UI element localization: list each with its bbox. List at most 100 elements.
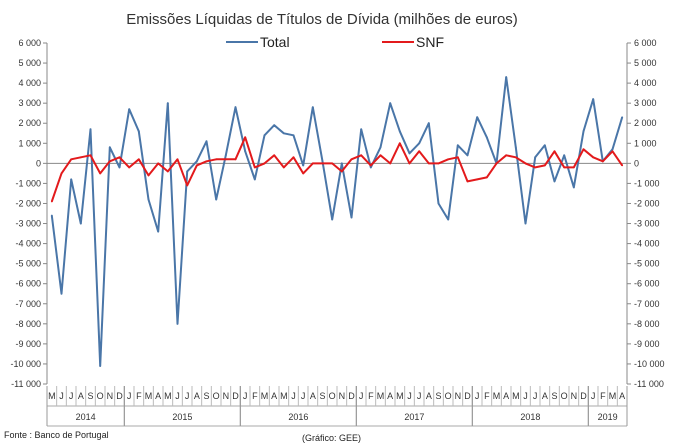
y-tick-label-right: -2 000 [634,198,660,208]
data-point-snf [601,160,604,163]
data-point-total [592,98,595,101]
data-point-snf [147,174,150,177]
data-point-total [534,156,537,159]
data-point-snf [108,160,111,163]
x-year-label: 2017 [404,412,424,422]
data-point-total [263,134,266,137]
data-point-total [466,154,469,157]
data-point-snf [205,160,208,163]
x-tick-label: A [310,391,316,401]
x-tick-label: M [512,391,520,401]
y-axis-right: 6 000 5 000 4 000 3 000 2 000 1 000 0 -1 000 -2 … [626,38,665,389]
y-tick-label-left: 2 000 [18,118,41,128]
data-point-total [418,142,421,145]
data-point-snf [186,184,189,187]
data-point-snf [389,162,392,165]
data-point-total [350,216,353,219]
data-point-total [60,292,63,295]
x-tick-label: A [426,391,432,401]
data-point-total [147,198,150,201]
y-tick-label-right: 1 000 [634,138,657,148]
data-point-total [340,162,343,165]
x-tick-label: M [48,391,56,401]
x-tick-label: A [194,391,200,401]
y-tick-label-left: 5 000 [18,58,41,68]
data-point-snf [543,164,546,167]
data-point-total [360,128,363,131]
x-tick-label: O [329,391,336,401]
data-point-snf [99,172,102,175]
data-point-snf [592,156,595,159]
data-point-total [621,116,624,119]
y-tick-label-right: 2 000 [634,118,657,128]
series-line-total [50,76,624,367]
x-tick-label: F [368,391,374,401]
y-tick-label-left: -7 000 [15,299,41,309]
data-point-snf [79,156,82,159]
legend-snf-label: SNF [416,34,444,50]
y-tick-label-right: -7 000 [634,299,660,309]
data-point-snf [253,166,256,169]
x-tick-label: O [561,391,568,401]
x-tick-label: A [619,391,625,401]
data-point-total [514,146,517,149]
data-point-snf [505,154,508,157]
x-tick-label: M [609,391,617,401]
data-point-total [205,140,208,143]
x-tick-label: M [261,391,269,401]
x-tick-label: D [116,391,123,401]
data-point-snf [331,162,334,165]
data-point-total [321,160,324,163]
data-point-snf [369,164,372,167]
x-tick-label: J [591,391,596,401]
data-point-snf [224,158,227,161]
x-tick-label: S [203,391,209,401]
y-tick-label-right: 4 000 [634,78,657,88]
x-year-label: 2014 [76,412,96,422]
x-tick-label: J [69,391,74,401]
legend-total-label: Total [260,34,290,50]
chart-credit: (Gráfico: GEE) [302,433,362,443]
x-tick-label: N [339,391,346,401]
source-note: Fonte : Banco de Portugal [4,430,109,440]
data-point-snf [447,158,450,161]
data-point-snf [340,170,343,173]
data-point-total [572,186,575,189]
x-tick-label: N [223,391,230,401]
x-tick-label: J [291,391,296,401]
data-point-total [166,102,169,105]
y-tick-label-left: -2 000 [15,198,41,208]
x-tick-label: J [185,391,190,401]
x-tick-label: F [600,391,606,401]
data-point-snf [553,150,556,153]
y-tick-label-left: -9 000 [15,339,41,349]
data-point-snf [485,176,488,179]
data-point-total [485,136,488,139]
data-point-snf [292,156,295,159]
x-tick-label: M [493,391,501,401]
data-point-snf [176,158,179,161]
data-point-total [118,166,121,169]
data-point-total [282,132,285,135]
x-tick-label: M [377,391,385,401]
x-tick-label: N [455,391,462,401]
data-point-total [137,130,140,133]
y-tick-label-right: -11 000 [634,379,664,389]
x-tick-label: S [319,391,325,401]
y-tick-label-left: -4 000 [15,239,41,249]
y-tick-label-right: -6 000 [634,279,660,289]
y-tick-label-left: -3 000 [15,219,41,229]
y-tick-label-left: -5 000 [15,259,41,269]
data-point-total [292,134,295,137]
data-point-snf [437,162,440,165]
x-tick-label: J [407,391,412,401]
x-tick-label: M [164,391,172,401]
data-point-snf [166,170,169,173]
y-axis-left: 6 000 5 000 4 000 3 000 2 000 1 000 0 -1 000 -2 … [10,38,48,389]
data-point-snf [524,162,527,165]
data-point-total [234,106,237,109]
data-point-total [253,178,256,181]
data-point-total [582,130,585,133]
